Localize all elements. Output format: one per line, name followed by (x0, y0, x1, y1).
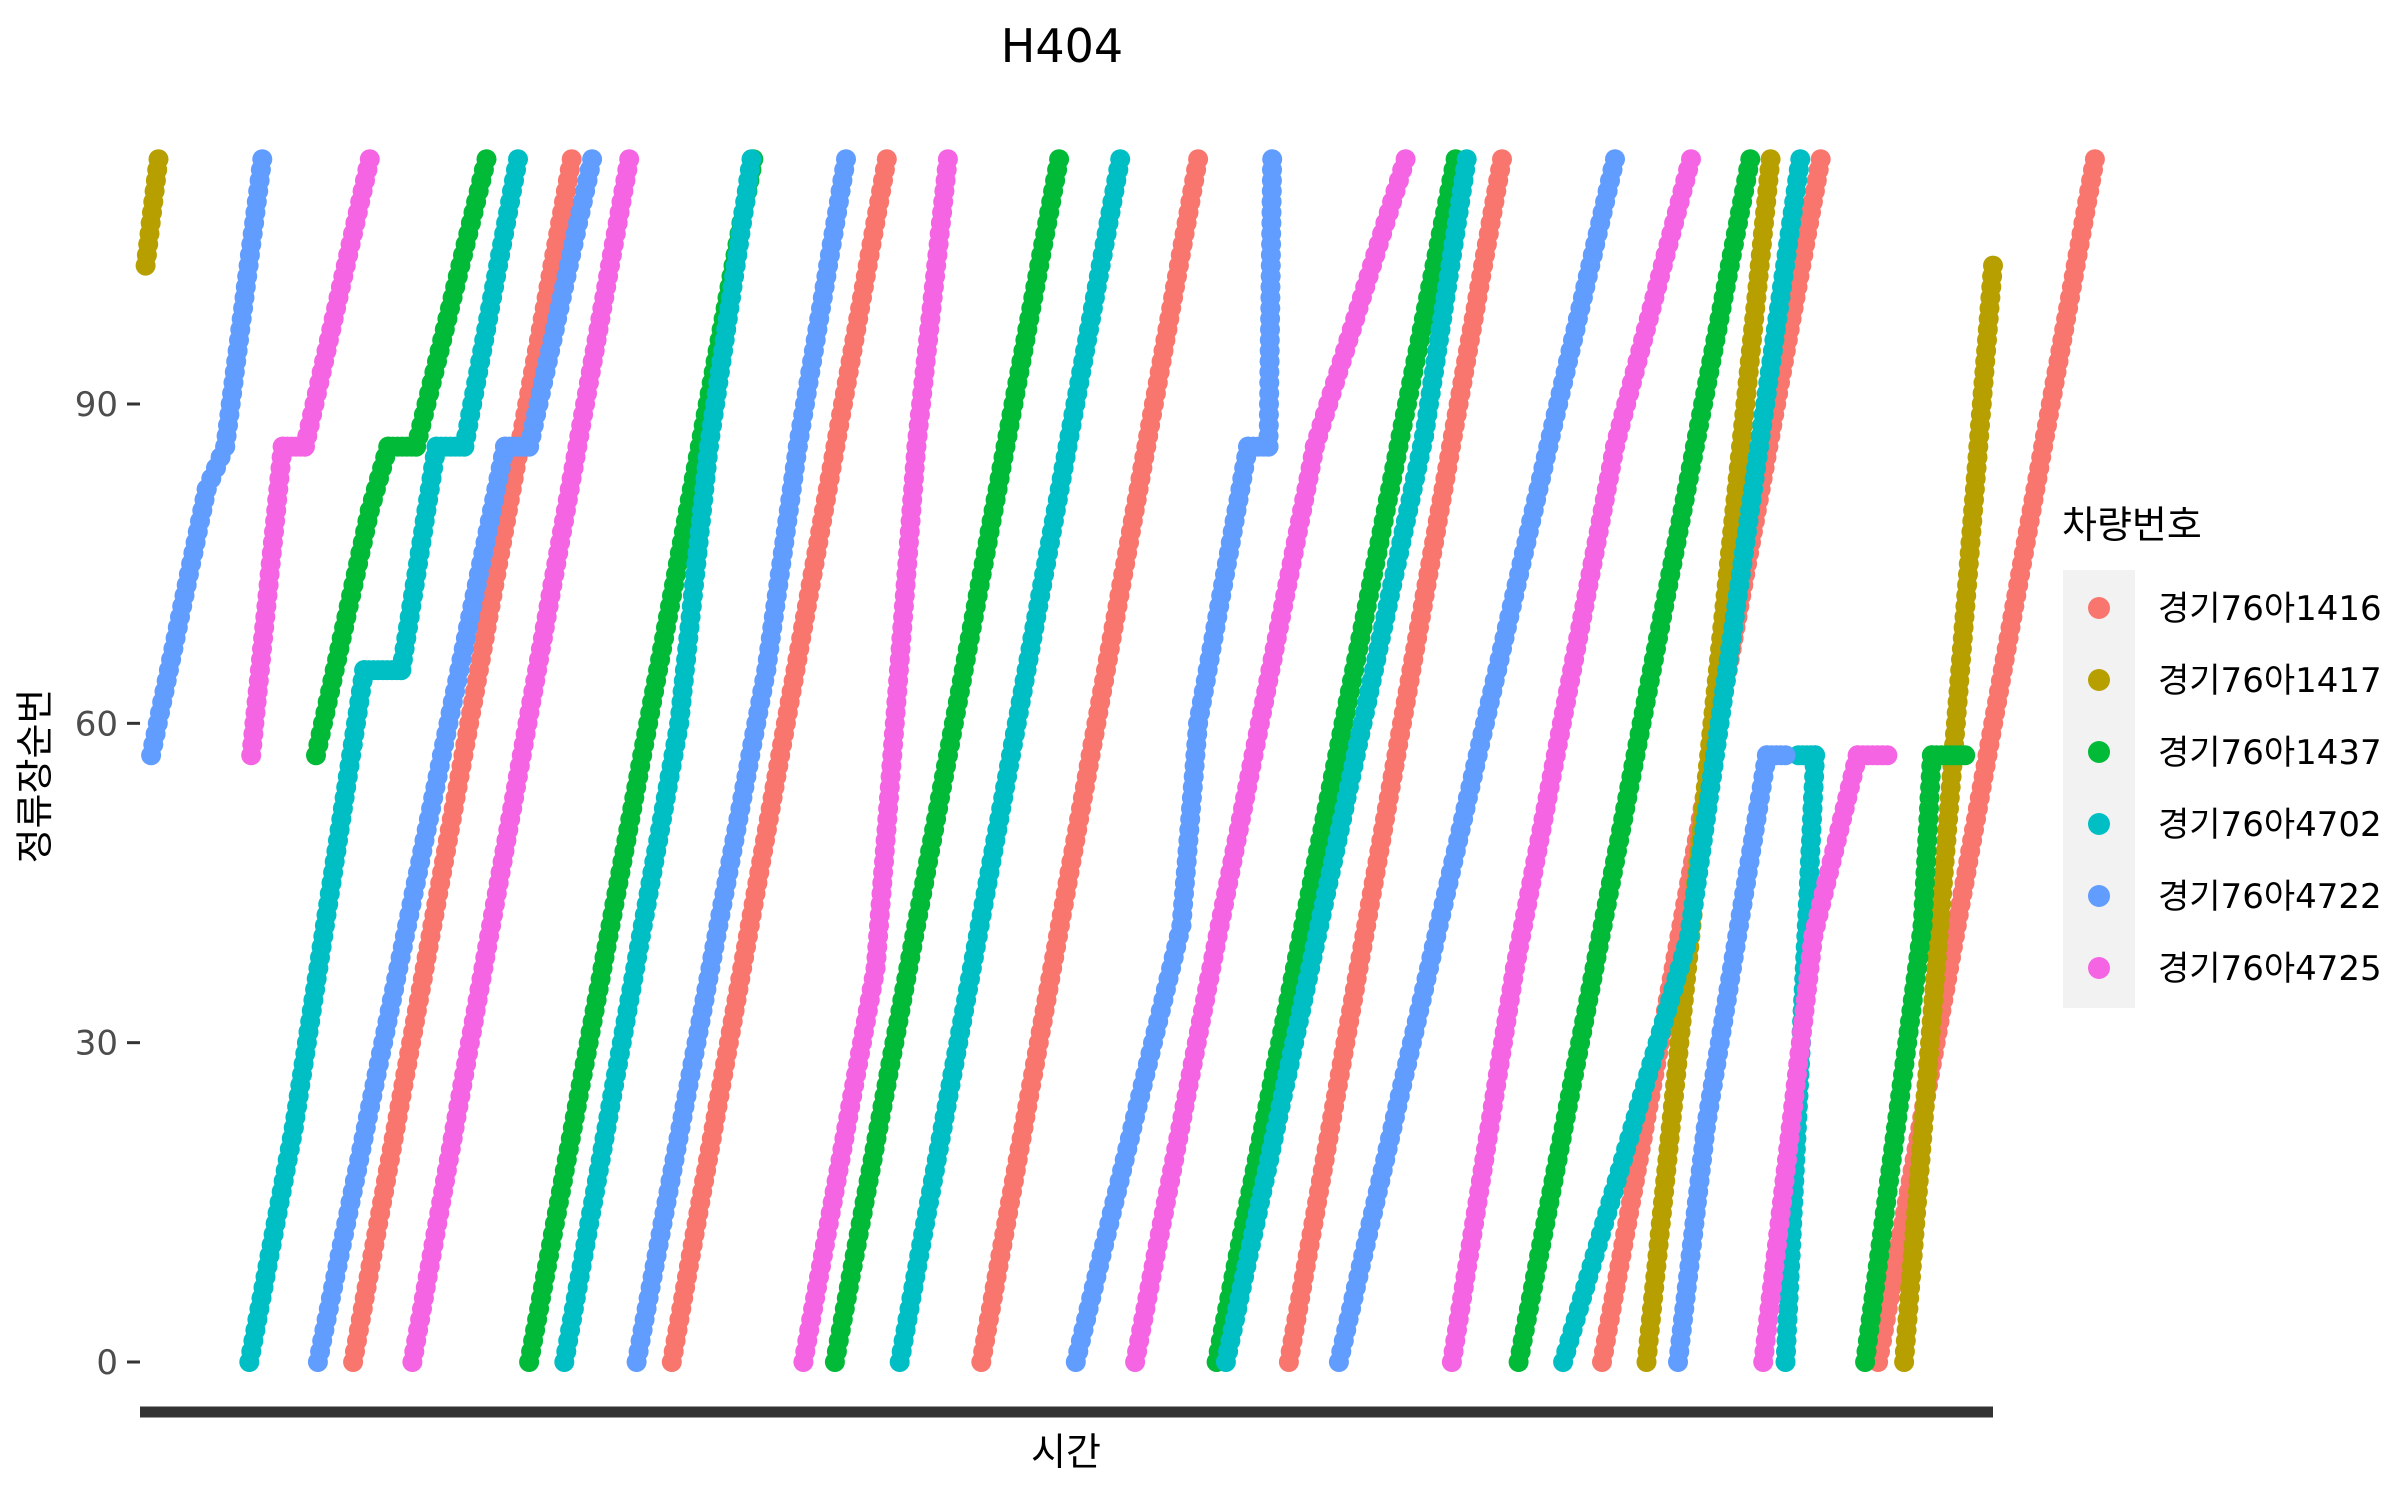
data-point (2084, 149, 2105, 170)
legend: 차량번호 경기76아1416 경기76아1417 경기76아1437 경기76아470… (2062, 503, 2382, 1008)
data-point (1810, 149, 1831, 170)
legend-key-background (2063, 570, 2135, 1008)
legend-title: 차량번호 (2062, 503, 2202, 547)
legend-label: 경기76아4722 (2158, 877, 2382, 917)
data-point (508, 149, 528, 170)
y-axis-title: 정류장순번 (13, 689, 57, 864)
data-point (1955, 745, 1976, 766)
data-point (1877, 745, 1898, 766)
data-point (1760, 149, 1781, 170)
data-point (476, 149, 497, 170)
data-point (741, 149, 762, 170)
data-point (836, 149, 856, 170)
series-4 (141, 149, 1796, 1372)
data-point (1775, 745, 1796, 766)
data-point (619, 149, 640, 170)
legend-label: 경기76아4725 (2158, 949, 2382, 989)
legend-key (2088, 669, 2110, 691)
data-point (148, 149, 169, 170)
y-tick-label: 0 (96, 1343, 118, 1383)
data-point (359, 149, 380, 170)
series-5 (241, 149, 1898, 1372)
data-point (1188, 149, 1209, 170)
chart-title: H404 (1001, 19, 1123, 73)
legend-label: 경기76아1416 (2158, 589, 2382, 629)
legend-label: 경기76아1437 (2158, 733, 2382, 773)
data-point (1262, 149, 1283, 170)
data-point (1456, 149, 1477, 170)
legend-key (2088, 885, 2110, 907)
legend-label: 경기76아1417 (2158, 661, 2382, 701)
data-point (937, 149, 958, 170)
series-0 (343, 149, 2105, 1372)
data-point (1049, 149, 1070, 170)
data-point (1110, 149, 1131, 170)
legend-key (2088, 957, 2110, 979)
legend-key (2088, 741, 2110, 763)
data-point (1492, 149, 1512, 170)
data-point (582, 149, 603, 170)
data-point (1605, 149, 1625, 170)
legend-key (2088, 597, 2110, 619)
data-point (1395, 149, 1416, 170)
y-tick-label: 90 (75, 385, 118, 425)
data-point (1681, 149, 1701, 170)
legend-key (2088, 813, 2110, 835)
data-point (1740, 149, 1761, 170)
y-tick-label: 30 (75, 1024, 118, 1064)
legend-items: 경기76아1416 경기76아1417 경기76아1437 경기76아4702 경기76… (2088, 589, 2382, 989)
data-point (1983, 255, 2003, 276)
data-point (561, 149, 582, 170)
y-axis: 0 30 60 90 (75, 385, 140, 1383)
data-point (252, 149, 273, 170)
plot-area (135, 149, 2105, 1372)
y-tick-label: 60 (75, 704, 118, 744)
data-point (1790, 149, 1811, 170)
data-point (876, 149, 897, 170)
legend-label: 경기76아4702 (2158, 805, 2382, 845)
x-axis-title: 시간 (1031, 1430, 1101, 1474)
